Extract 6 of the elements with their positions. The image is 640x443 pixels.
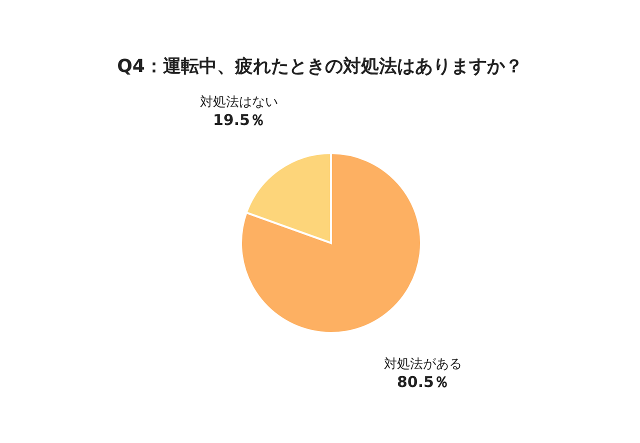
chart-title: Q4：運転中、疲れたときの対処法はありますか？ xyxy=(116,55,524,78)
pie-slice xyxy=(240,152,422,334)
data-label: 80.5％ xyxy=(396,372,450,391)
data-label: 19.5％ xyxy=(212,111,266,130)
slice-label: 対処法がある xyxy=(384,356,462,372)
slice-label: 対処法はない xyxy=(200,94,278,110)
